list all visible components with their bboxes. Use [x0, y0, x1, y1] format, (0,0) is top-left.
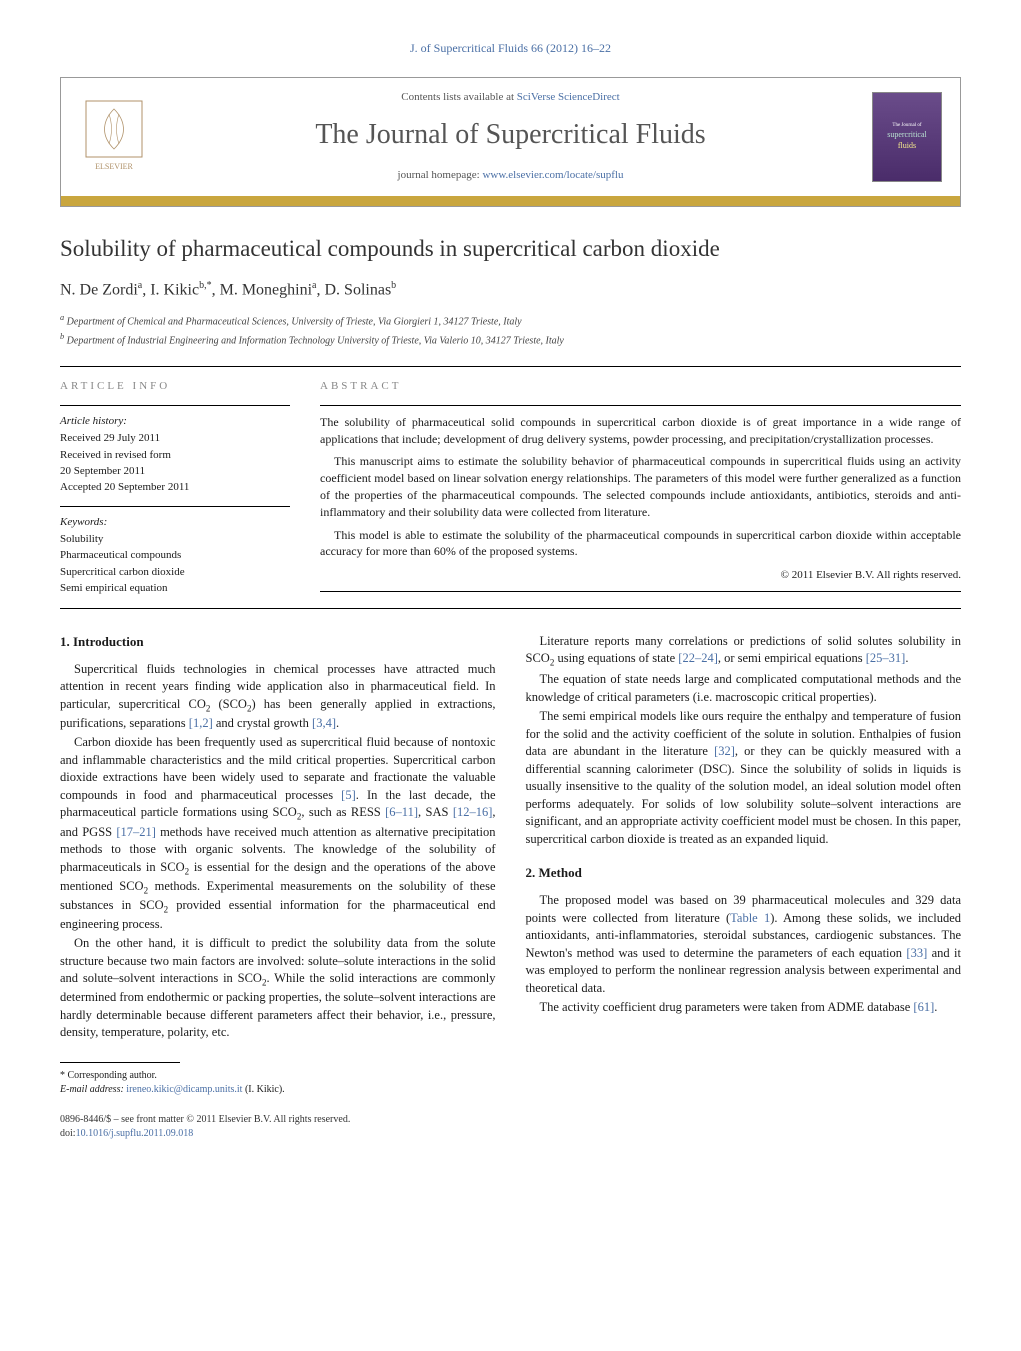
- contents-available-line: Contents lists available at SciVerse Sci…: [149, 90, 872, 105]
- footnote-marker: * Corresponding author.: [60, 1069, 496, 1083]
- corresponding-author-footnote: * Corresponding author. E-mail address: …: [60, 1069, 496, 1097]
- affiliation-item: a Department of Chemical and Pharmaceuti…: [60, 312, 961, 329]
- email-attribution: (I. Kikic).: [242, 1084, 284, 1095]
- journal-header-box: ELSEVIER Contents lists available at Sci…: [60, 77, 961, 207]
- abstract-text: The solubility of pharmaceutical solid c…: [320, 414, 961, 560]
- cover-word-supercritical: supercritical: [887, 129, 927, 140]
- keywords-label: Keywords:: [60, 515, 290, 530]
- journal-reference: J. of Supercritical Fluids 66 (2012) 16–…: [60, 40, 961, 57]
- journal-title: The Journal of Supercritical Fluids: [149, 115, 872, 154]
- body-paragraph: The proposed model was based on 39 pharm…: [526, 892, 962, 997]
- intro-heading: 1. Introduction: [60, 633, 496, 651]
- scidirect-link[interactable]: SciVerse ScienceDirect: [517, 91, 620, 103]
- journal-cover-thumbnail: The Journal of supercritical fluids: [872, 92, 942, 182]
- history-label: Article history:: [60, 414, 290, 429]
- body-paragraph: The activity coefficient drug parameters…: [526, 999, 962, 1017]
- body-paragraph: Supercritical fluids technologies in che…: [60, 661, 496, 733]
- history-item: 20 September 2011: [60, 464, 290, 479]
- publisher-logo: ELSEVIER: [79, 97, 149, 177]
- gold-accent-bar: [61, 196, 960, 206]
- section-divider: [60, 608, 961, 609]
- front-matter-line: 0896-8446/$ – see front matter © 2011 El…: [60, 1113, 496, 1127]
- svg-text:ELSEVIER: ELSEVIER: [95, 162, 133, 171]
- homepage-prefix: journal homepage:: [398, 169, 483, 181]
- body-paragraph: The equation of state needs large and co…: [526, 671, 962, 706]
- journal-homepage-line: journal homepage: www.elsevier.com/locat…: [149, 168, 872, 183]
- body-paragraph: The semi empirical models like ours requ…: [526, 708, 962, 848]
- article-title: Solubility of pharmaceutical compounds i…: [60, 233, 961, 265]
- keyword-item: Solubility: [60, 532, 290, 547]
- contents-prefix: Contents lists available at: [401, 91, 516, 103]
- abstract-paragraph: This manuscript aims to estimate the sol…: [320, 453, 961, 520]
- abstract-paragraph: The solubility of pharmaceutical solid c…: [320, 414, 961, 448]
- doi-link[interactable]: 10.1016/j.supflu.2011.09.018: [76, 1128, 194, 1139]
- body-paragraph: Carbon dioxide has been frequently used …: [60, 734, 496, 933]
- body-paragraph: Literature reports many correlations or …: [526, 633, 962, 670]
- cover-word-fluids: fluids: [898, 140, 916, 151]
- abstract-heading: ABSTRACT: [320, 379, 961, 394]
- email-label: E-mail address:: [60, 1084, 126, 1095]
- history-item: Received 29 July 2011: [60, 431, 290, 446]
- bottom-metadata: 0896-8446/$ – see front matter © 2011 El…: [60, 1113, 496, 1141]
- doi-label: doi:: [60, 1128, 76, 1139]
- affiliation-list: a Department of Chemical and Pharmaceuti…: [60, 312, 961, 349]
- body-paragraph: On the other hand, it is difficult to pr…: [60, 935, 496, 1042]
- keyword-item: Pharmaceutical compounds: [60, 548, 290, 563]
- keyword-item: Semi empirical equation: [60, 581, 290, 596]
- author-email-link[interactable]: ireneo.kikic@dicamp.units.it: [126, 1084, 242, 1095]
- history-item: Received in revised form: [60, 448, 290, 463]
- article-body: 1. Introduction Supercritical fluids tec…: [60, 633, 961, 1141]
- article-info-heading: ARTICLE INFO: [60, 379, 290, 394]
- copyright-line: © 2011 Elsevier B.V. All rights reserved…: [320, 568, 961, 583]
- method-heading: 2. Method: [526, 864, 962, 882]
- keyword-item: Supercritical carbon dioxide: [60, 565, 290, 580]
- abstract-paragraph: This model is able to estimate the solub…: [320, 527, 961, 561]
- history-item: Accepted 20 September 2011: [60, 480, 290, 495]
- footnote-separator: [60, 1062, 180, 1063]
- affiliation-item: b Department of Industrial Engineering a…: [60, 331, 961, 348]
- homepage-link[interactable]: www.elsevier.com/locate/supflu: [482, 169, 623, 181]
- author-list: N. De Zordia, I. Kikicb,*, M. Moneghinia…: [60, 279, 961, 302]
